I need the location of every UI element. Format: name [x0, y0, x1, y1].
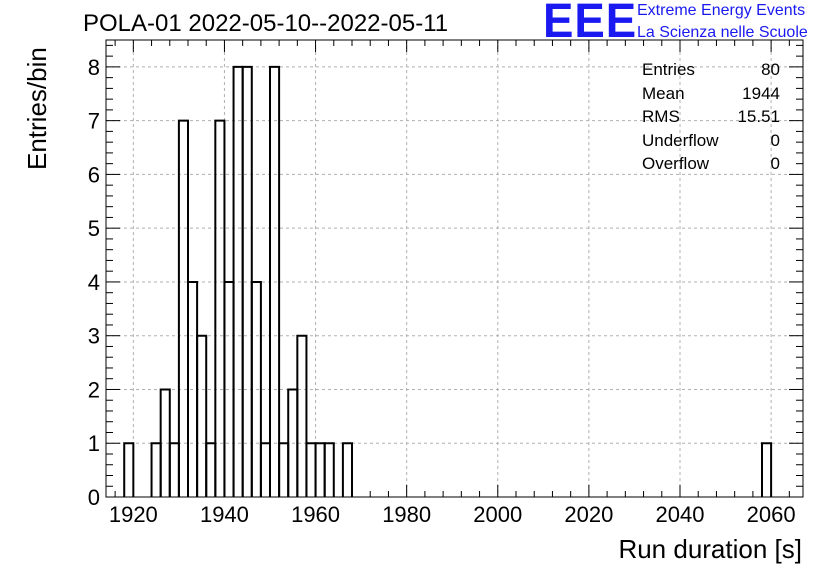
stat-rms-label: RMS — [642, 107, 680, 126]
x-tick-label-1980: 1980 — [382, 502, 431, 527]
x-axis-label: Run duration [s] — [618, 534, 802, 564]
x-tick-label-1960: 1960 — [291, 502, 340, 527]
logo-line-2: La Scienza nelle Scuole — [637, 24, 808, 41]
stat-underflow-value: 0 — [770, 130, 780, 150]
y-tick-label-1: 1 — [88, 431, 100, 456]
histogram-bar-7 — [205, 442, 217, 497]
histogram-bar-1 — [150, 442, 162, 497]
y-tick-label-0: 0 — [88, 485, 100, 510]
y-tick-label-8: 8 — [88, 55, 100, 80]
histogram-bar-21 — [341, 442, 353, 497]
histogram-bar-18 — [305, 442, 317, 497]
stat-underflow: Underflow 0 — [642, 129, 780, 153]
y-tick-label-7: 7 — [88, 109, 100, 134]
histogram-bar-0 — [123, 442, 135, 497]
histogram-bar-17 — [296, 334, 308, 497]
stat-entries: Entries 80 — [642, 58, 780, 82]
y-tick-label-3: 3 — [88, 324, 100, 349]
x-tick-label-2000: 2000 — [473, 502, 522, 527]
histogram-bar-13 — [259, 442, 271, 497]
histogram-bar-22 — [761, 442, 773, 497]
y-tick-label-5: 5 — [88, 216, 100, 241]
stat-mean: Mean 1944 — [642, 82, 780, 106]
histogram-bar-14 — [269, 65, 281, 497]
x-tick-label-2040: 2040 — [656, 502, 705, 527]
stat-overflow-value: 0 — [770, 154, 780, 173]
x-tick-label-1920: 1920 — [109, 502, 158, 527]
stat-underflow-label: Underflow — [642, 130, 719, 150]
y-axis-label: Entries/bin — [22, 47, 52, 170]
stat-rms-value: 15.51 — [737, 107, 780, 126]
chart-title: POLA-01 2022-05-10--2022-05-11 — [83, 10, 449, 37]
stat-entries-label: Entries — [642, 60, 695, 79]
stat-rms: RMS 15.51 — [642, 105, 780, 129]
histogram-bar-8 — [214, 119, 226, 497]
stats-box: Entries 80 Mean 1944 RMS 15.51 Underflow… — [642, 58, 780, 176]
x-tick-label-2020: 2020 — [564, 502, 613, 527]
y-tick-label-2: 2 — [88, 377, 100, 402]
histogram-bar-6 — [196, 334, 208, 497]
stat-overflow: Overflow 0 — [642, 152, 780, 176]
plot-frame — [105, 39, 804, 498]
histogram-bar-15 — [278, 442, 290, 497]
logo-line-1: Extreme Energy Events — [637, 2, 806, 19]
histogram-bar-19 — [314, 442, 326, 497]
stat-mean-label: Mean — [642, 83, 685, 103]
histogram-bar-20 — [323, 442, 335, 497]
stat-entries-value: 80 — [761, 60, 780, 79]
stat-mean-value: 1944 — [742, 83, 780, 103]
histogram-bar-3 — [168, 442, 180, 497]
histogram-bar-12 — [250, 280, 262, 497]
histogram-bar-4 — [177, 119, 189, 497]
y-tick-label-6: 6 — [88, 162, 100, 187]
stat-overflow-label: Overflow — [642, 154, 710, 173]
x-tick-label-2060: 2060 — [747, 502, 796, 527]
y-tick-label-4: 4 — [88, 270, 100, 295]
eee-logo: EEE — [543, 0, 638, 48]
x-tick-label-1940: 1940 — [200, 502, 249, 527]
